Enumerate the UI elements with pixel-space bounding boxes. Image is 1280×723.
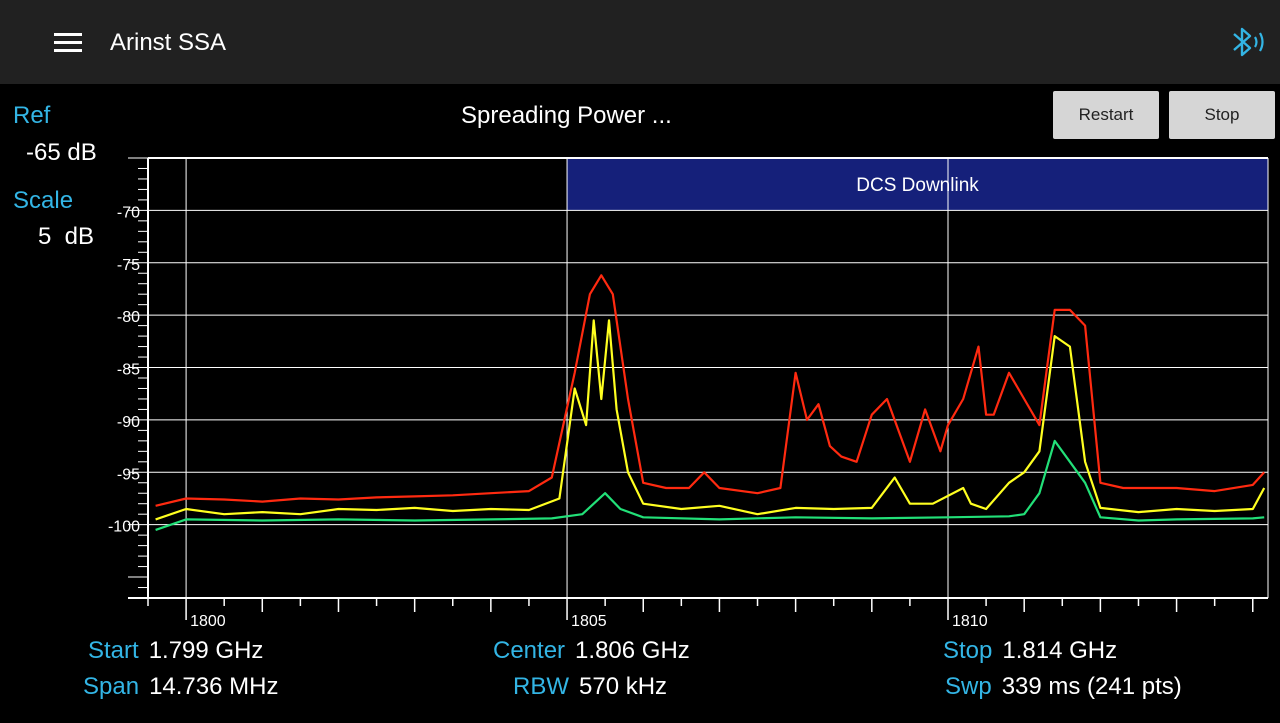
band-label: DCS Downlink bbox=[856, 175, 979, 196]
swp-value: 339 ms (241 pts) bbox=[1001, 673, 1182, 700]
ref-value[interactable]: -65 dB bbox=[26, 139, 97, 166]
start-label: Start bbox=[88, 637, 139, 664]
stop-info[interactable]: Stop 1.814 GHz bbox=[943, 637, 1117, 665]
app-title: Arinst SSA bbox=[110, 29, 227, 56]
span-info[interactable]: Span 14.736 MHz bbox=[83, 673, 278, 701]
x-tick-label: 1805 bbox=[571, 613, 607, 630]
stop-label: Stop bbox=[943, 637, 993, 664]
x-tick-label: 1810 bbox=[952, 613, 988, 630]
center-value: 1.806 GHz bbox=[575, 637, 690, 664]
band-rect bbox=[567, 158, 1268, 211]
rbw-label: RBW bbox=[513, 673, 569, 700]
bluetooth-connected-icon[interactable] bbox=[1228, 24, 1268, 60]
trace-0 bbox=[155, 274, 1266, 507]
y-tick-label: -75 bbox=[117, 257, 140, 274]
y-tick-label: -95 bbox=[117, 466, 140, 483]
center-info[interactable]: Center 1.806 GHz bbox=[493, 637, 690, 665]
y-tick-label: -70 bbox=[117, 204, 140, 221]
stop-value: 1.814 GHz bbox=[1002, 637, 1118, 664]
x-tick-label: 1800 bbox=[190, 613, 226, 630]
spectrum-chart[interactable]: DCS Downlink -70 -75 -80 -85 -90 -95 -100 1800 18… bbox=[0, 150, 1280, 630]
y-tick-label: -90 bbox=[117, 414, 140, 431]
y-tick-label: -85 bbox=[117, 362, 140, 379]
app-bar: Arinst SSA bbox=[0, 0, 1280, 84]
swp-info[interactable]: Swp 339 ms (241 pts) bbox=[945, 673, 1182, 701]
start-value: 1.799 GHz bbox=[148, 637, 264, 664]
span-value: 14.736 MHz bbox=[149, 673, 279, 700]
y-tick-label: -80 bbox=[117, 309, 140, 326]
ref-label: Ref bbox=[13, 102, 51, 129]
rbw-value: 570 kHz bbox=[579, 673, 668, 700]
center-label: Center bbox=[493, 637, 566, 664]
y-tick-label: -100 bbox=[108, 519, 140, 536]
status-text: Spreading Power ... bbox=[461, 102, 672, 129]
scale-label: Scale bbox=[13, 187, 74, 214]
restart-button[interactable]: Restart bbox=[1053, 91, 1159, 139]
trace-2 bbox=[155, 439, 1265, 531]
start-info[interactable]: Start 1.799 GHz bbox=[88, 637, 263, 665]
menu-icon[interactable] bbox=[54, 33, 82, 53]
stop-button[interactable]: Stop bbox=[1169, 91, 1275, 139]
scale-value[interactable]: 5 dB bbox=[38, 223, 95, 250]
rbw-info[interactable]: RBW 570 kHz bbox=[513, 673, 667, 701]
trace-1 bbox=[155, 319, 1266, 521]
swp-label: Swp bbox=[945, 673, 992, 700]
span-label: Span bbox=[83, 673, 140, 700]
